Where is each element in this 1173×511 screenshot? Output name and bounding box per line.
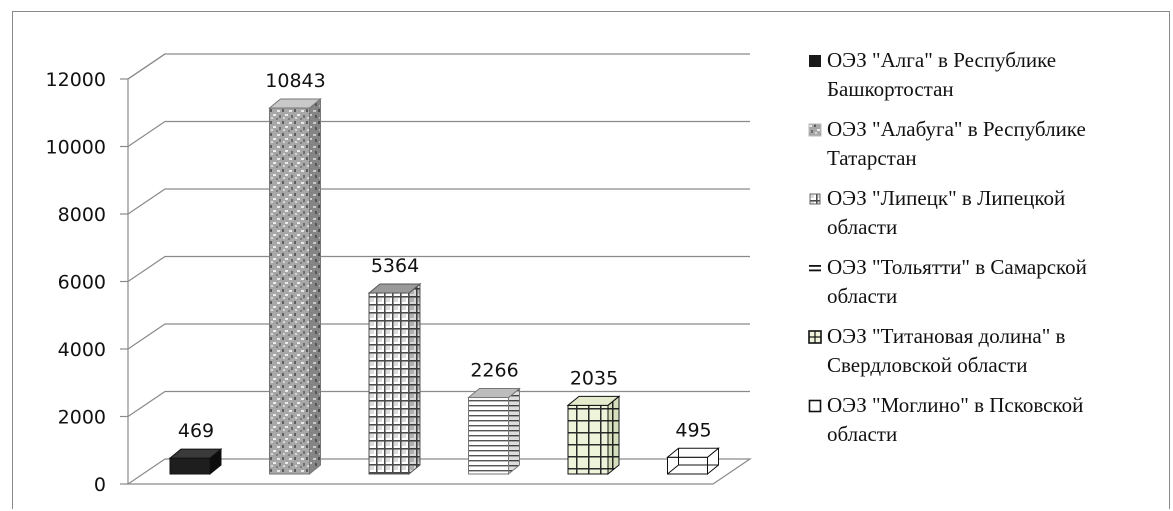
bar-front: [269, 107, 310, 475]
legend-swatch-lines-icon: [809, 265, 821, 272]
data-labels: 469 10843 5364 2266 2035 495: [178, 70, 712, 442]
bar-top: [168, 448, 223, 459]
legend-label: ОЭЗ "Алабуга" в Республике: [827, 117, 1086, 141]
bar-front: [169, 457, 211, 475]
legend-label-continued: области: [827, 284, 898, 308]
y-tick-label: 12000: [46, 69, 106, 91]
bar-lipetsk: [367, 282, 422, 476]
bar-alabuga: [268, 97, 322, 476]
data-label-titanium-valley: 2035: [570, 367, 618, 389]
legend-label: ОЭЗ "Тольятти" в Самарской: [827, 255, 1087, 279]
legend-item-alabuga: ОЭЗ "Алабуга" в Республике Татарстан: [806, 115, 1166, 184]
y-tick-label: 0: [94, 474, 106, 496]
bar-top: [566, 395, 621, 406]
data-label-tolyatti: 2266: [470, 360, 518, 382]
bar-alga: [168, 448, 223, 476]
bar-top: [367, 283, 422, 294]
legend-swatch-checker-icon: [809, 193, 821, 205]
y-tick-label: 8000: [58, 204, 106, 226]
bar-side: [508, 387, 520, 476]
legend-label-continued: Татарстан: [827, 146, 917, 170]
bar-tolyatti: [467, 387, 521, 476]
legend-label: ОЭЗ "Моглино" в Псковской: [827, 393, 1084, 417]
data-label-alga: 469: [178, 420, 214, 442]
legend-item-lipetsk: ОЭЗ "Липецк" в Липецкой области: [806, 184, 1166, 253]
legend-label-continued: области: [827, 422, 898, 446]
legend-label-continued: Свердловской области: [827, 353, 1028, 377]
y-tick-label: 2000: [58, 407, 106, 429]
bar-top: [666, 447, 720, 458]
chart-svg: 0 2000 4000 6000 8000 10000 12000 469 10843 5364…: [46, 53, 752, 496]
data-label-alabuga: 10843: [265, 70, 325, 92]
bar-top: [467, 388, 521, 399]
gridline: [127, 188, 750, 215]
legend-swatch-outline-icon: [808, 399, 822, 413]
bar-side: [309, 97, 321, 476]
chart-frame: [12, 11, 1170, 509]
legend-label: ОЭЗ "Титановая долина" в: [827, 324, 1066, 348]
gridline: [127, 53, 750, 80]
y-tick-label: 10000: [46, 137, 106, 159]
gridlines: [127, 53, 750, 417]
legend-swatch-granite-icon: [808, 123, 822, 137]
y-axis-ticks: 0 2000 4000 6000 8000 10000 12000: [46, 69, 128, 496]
bar-front: [567, 404, 609, 475]
legend-swatch-grid-icon: [808, 330, 822, 344]
bar-side: [408, 282, 421, 476]
legend-label: ОЭЗ "Липецк" в Липецкой: [827, 186, 1066, 210]
legend-swatch-solid-icon: [809, 55, 821, 67]
y-tick-label: 6000: [58, 272, 106, 294]
legend-item-tolyatti: ОЭЗ "Тольятти" в Самарской области: [806, 253, 1166, 322]
data-label-moglino: 495: [675, 419, 711, 441]
legend-item-titanium-valley: ОЭЗ "Титановая долина" в Свердловской об…: [806, 322, 1166, 391]
y-tick-label: 4000: [58, 339, 106, 361]
bar-moglino: [666, 447, 720, 476]
legend-item-alga: ОЭЗ "Алга" в Республике Башкортостан: [806, 46, 1166, 115]
bar-side: [607, 395, 620, 476]
bar-titanium-valley: [566, 395, 621, 476]
bar-top: [268, 98, 322, 109]
legend-label-continued: Башкортостан: [827, 77, 954, 101]
gridline: [127, 323, 750, 350]
bar-front: [368, 292, 410, 475]
legend-label: ОЭЗ "Алга" в Республике: [827, 48, 1057, 72]
gridline: [127, 120, 750, 147]
legend-item-moglino: ОЭЗ "Моглино" в Псковской области: [806, 391, 1166, 460]
gridline: [127, 255, 750, 282]
bars: [168, 97, 720, 476]
bar-front: [468, 397, 509, 475]
data-label-lipetsk: 5364: [371, 255, 419, 277]
legend-label-continued: области: [827, 215, 898, 239]
gridline: [127, 390, 750, 417]
legend: ОЭЗ "Алга" в Республике Башкортостан ОЭЗ…: [806, 46, 1166, 460]
bar-front: [667, 456, 708, 475]
